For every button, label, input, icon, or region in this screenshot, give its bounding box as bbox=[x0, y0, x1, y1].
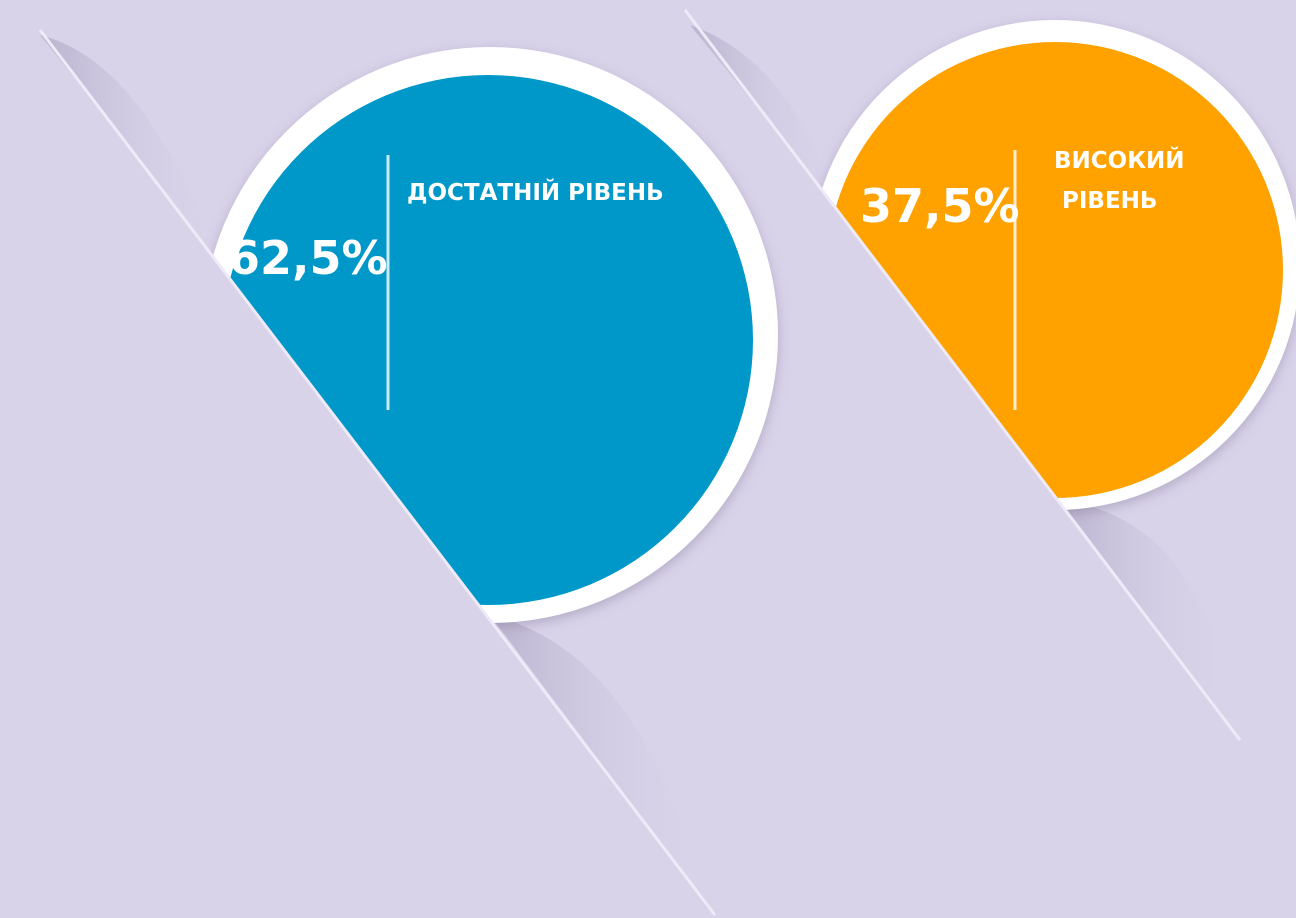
level-label: ВИСОКИЙ bbox=[1054, 146, 1185, 174]
level-label: РІВЕНЬ bbox=[1062, 188, 1157, 214]
cut-line bbox=[683, 9, 1242, 741]
cut-line bbox=[38, 29, 717, 916]
percent-value: 62,5% bbox=[228, 231, 388, 285]
percent-value: 37,5% bbox=[860, 179, 1020, 233]
level-label: ДОСТАТНІЙ РІВЕНЬ bbox=[407, 178, 664, 206]
